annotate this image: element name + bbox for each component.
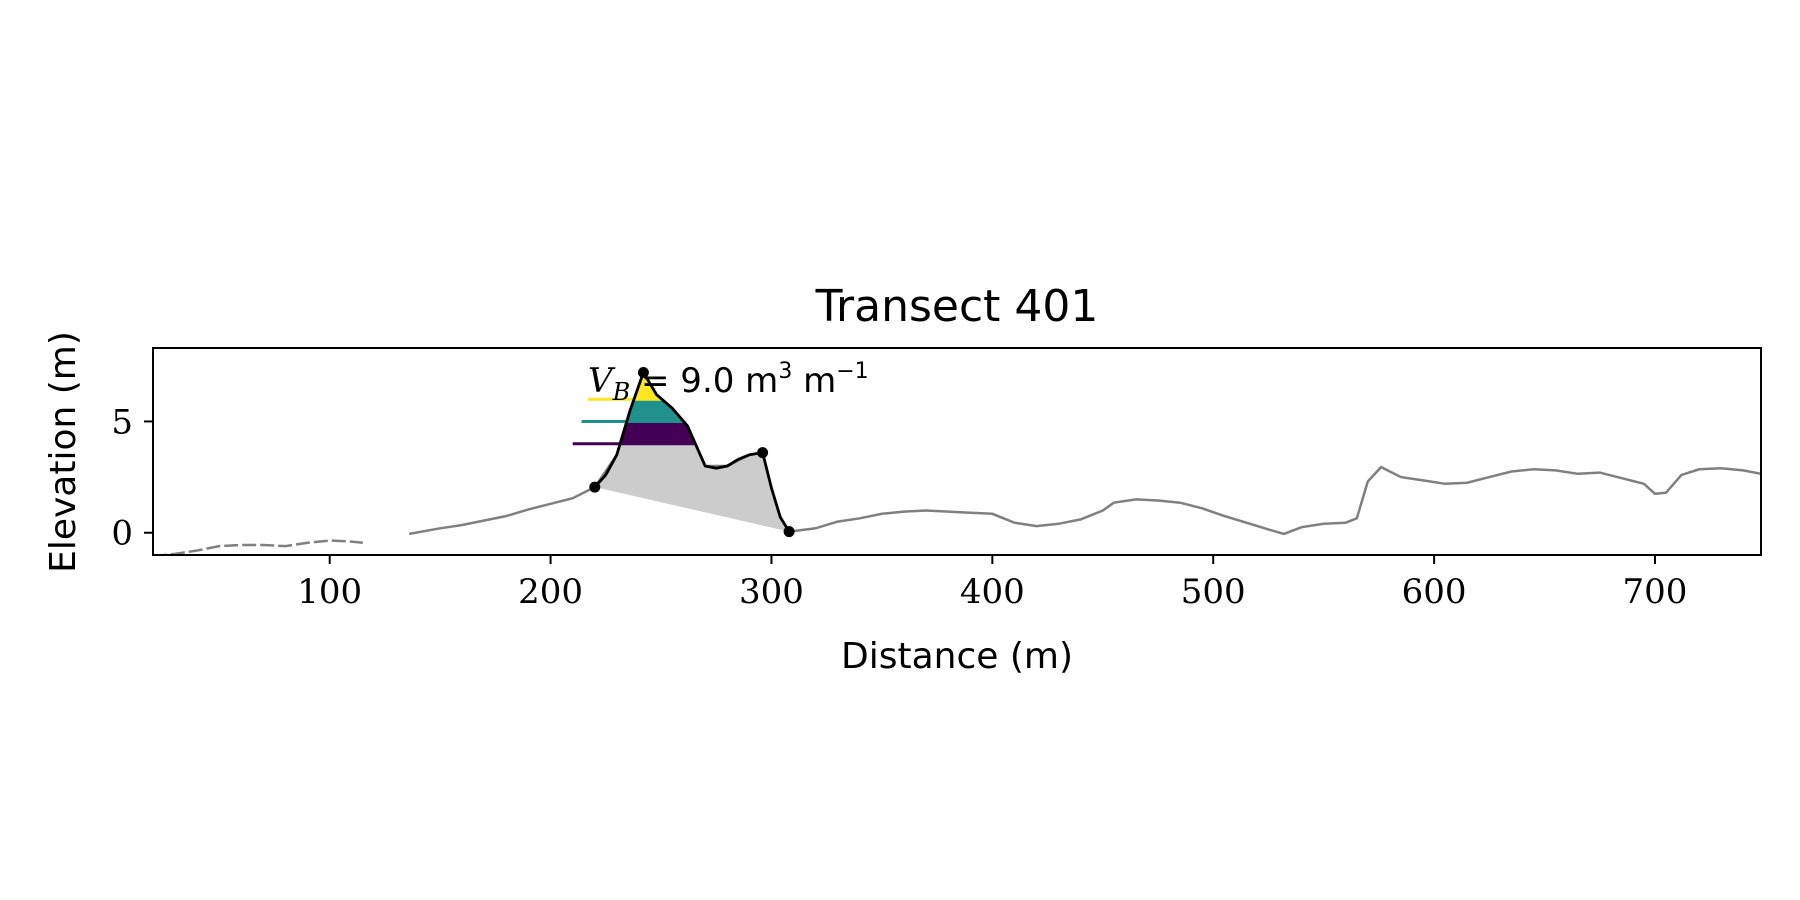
key-point-0 <box>589 481 601 493</box>
profile-line-dashed <box>152 539 363 556</box>
axes-frame <box>152 347 1762 556</box>
y-tick-label-5: 5 <box>111 402 133 442</box>
level-band <box>629 411 676 414</box>
level-band <box>621 438 694 441</box>
level-band <box>633 401 665 403</box>
level-band <box>625 423 687 426</box>
level-band <box>635 393 656 395</box>
volume-annotation: VB = 9.0 m3 m−1 <box>588 359 869 406</box>
y-axis-label: Elevation (m) <box>43 331 84 573</box>
level-band <box>622 435 693 438</box>
y-axis: 05 <box>111 402 153 554</box>
y-tick-label-0: 0 <box>111 514 133 554</box>
x-tick-label-700: 700 <box>1623 572 1688 612</box>
annotation-text: = 9.0 m <box>630 361 778 401</box>
level-band <box>631 406 671 409</box>
level-band <box>620 441 695 443</box>
x-axis-label: Distance (m) <box>841 636 1073 677</box>
level-band <box>641 378 648 381</box>
level-band <box>621 437 693 439</box>
level-band <box>638 386 652 389</box>
level-band <box>630 407 673 410</box>
level-band <box>635 394 657 397</box>
level-band <box>639 383 651 386</box>
x-tick-label-600: 600 <box>1402 572 1467 612</box>
level-band <box>628 414 678 417</box>
level-band <box>624 429 690 431</box>
x-tick-label-400: 400 <box>960 572 1025 612</box>
level-band <box>623 431 691 434</box>
level-band <box>636 391 656 394</box>
x-tick-label-100: 100 <box>297 572 362 612</box>
level-band <box>640 380 649 383</box>
level-band <box>639 382 650 385</box>
annotation-exponent-2: −1 <box>836 359 868 384</box>
key-point-3 <box>783 526 795 538</box>
level-band <box>631 405 670 407</box>
key-point-2 <box>757 447 769 459</box>
level-band <box>622 434 692 437</box>
level-band <box>637 387 653 390</box>
level-band <box>626 422 685 425</box>
level-band <box>623 433 691 435</box>
x-axis: 100 200 300 400 500 600 700 <box>297 555 1687 612</box>
dune-line <box>593 371 791 533</box>
level-band <box>632 403 668 406</box>
level-band <box>637 389 654 391</box>
level-band <box>640 379 648 382</box>
annotation-unit-2: m <box>792 361 836 401</box>
annotation-subscript: B <box>612 378 631 406</box>
level-band <box>621 439 694 442</box>
level-band <box>638 384 652 387</box>
level-band <box>629 410 675 413</box>
annotation-exponent-1: 3 <box>778 359 792 384</box>
level-band <box>629 413 677 415</box>
level-band <box>625 426 688 429</box>
level-band <box>627 418 682 421</box>
key-point-1 <box>637 367 649 378</box>
level-band <box>630 409 674 411</box>
x-tick-label-200: 200 <box>518 572 583 612</box>
level-band <box>627 417 681 419</box>
level-band <box>628 415 680 418</box>
level-band <box>623 430 690 433</box>
level-band <box>625 425 688 427</box>
level-band <box>624 427 689 430</box>
level-band <box>632 402 667 405</box>
x-tick-label-300: 300 <box>739 572 804 612</box>
plot-area <box>152 367 1762 556</box>
annotation-prefix: V <box>588 361 616 401</box>
chart-title: Transect 401 <box>815 281 1099 332</box>
level-band <box>635 395 659 398</box>
level-band <box>636 390 655 393</box>
x-tick-label-500: 500 <box>1181 572 1246 612</box>
